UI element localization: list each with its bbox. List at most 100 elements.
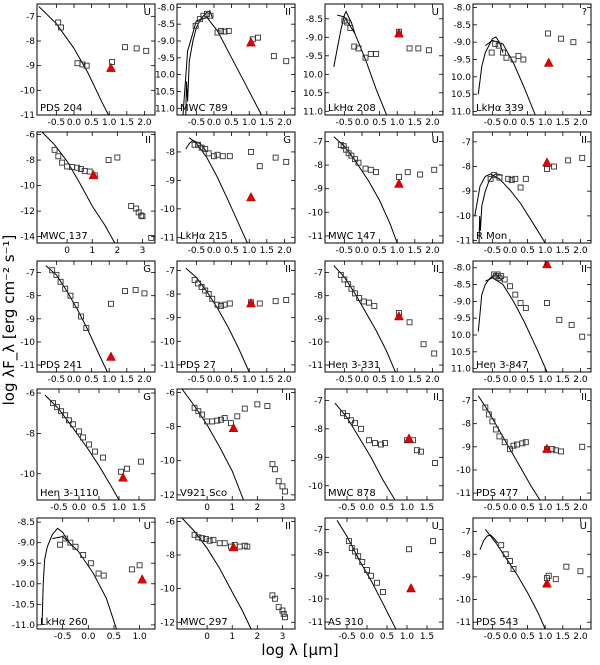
y-tick-label: 11.0 [451, 365, 471, 375]
y-tick-label: -8 [462, 420, 471, 430]
photometry-point [219, 153, 226, 160]
photometry-point [141, 290, 148, 297]
x-tick-label: 1 [229, 503, 235, 513]
class-label: U [432, 521, 439, 532]
sed-panel: -0.5 0.0 0.5 1.0 1.5 2.0 -11 -10 -9 -8 -7 MWC 147 U [308, 131, 444, 256]
star-name-label: PDS 477 [476, 488, 518, 499]
photometry-point [344, 413, 350, 419]
x-tick-label: 0.5 [372, 246, 386, 256]
star-name-label: Hen 3-847 [476, 360, 528, 371]
x-tick-label: 0.0 [360, 632, 375, 642]
photometry-point [54, 404, 60, 411]
photometry-point [272, 298, 279, 305]
x-tick-label: 2.0 [277, 246, 292, 256]
photometry-point [522, 305, 529, 312]
photometry-point [49, 267, 56, 274]
photometry-point [404, 169, 411, 176]
photometry-point [488, 49, 495, 56]
x-tick-label: 1.5 [260, 118, 274, 128]
spectrum-trace [478, 173, 503, 243]
photosphere-model-line [41, 132, 116, 243]
photometry-point [254, 401, 261, 408]
photometry-point [283, 297, 290, 303]
class-label: II [285, 264, 291, 275]
x-tick-label: 1.5 [420, 632, 434, 642]
photometry-point [347, 25, 354, 31]
y-tick-label: -8 [166, 551, 175, 561]
x-tick-label: -0.5 [54, 632, 72, 642]
plot-area [477, 261, 586, 372]
y-tick-label: 10.5 [155, 87, 175, 97]
photometry-point [196, 16, 203, 23]
photometry-point [356, 295, 363, 301]
photometry-point [209, 295, 216, 302]
photometry-point [579, 443, 586, 450]
x-tick-label: 1.5 [408, 118, 422, 128]
y-tick-label: -10 [456, 466, 471, 476]
midir-flux-marker [394, 28, 404, 38]
photometry-point [226, 300, 233, 307]
y-tick-label: -10 [308, 338, 323, 348]
x-tick-label: 1.0 [242, 375, 257, 385]
photosphere-model-line [337, 14, 388, 115]
y-tick-label: -14 [20, 233, 35, 243]
y-tick-label: -8 [314, 161, 323, 171]
photometry-point [275, 604, 282, 611]
x-tick-label: -0.5 [336, 118, 354, 128]
photometry-point [221, 28, 228, 35]
star-name-label: MWC 137 [40, 231, 88, 242]
x-tick-label: -0.5 [338, 632, 356, 642]
photometry-point [282, 488, 288, 495]
x-tick-label: 1.5 [120, 118, 134, 128]
photosphere-model-line [336, 520, 397, 629]
y-tick-label: -9.0 [453, 297, 471, 307]
spectrum-trace [477, 36, 504, 95]
x-tick-label: 1.5 [556, 632, 570, 642]
photometry-point [57, 541, 64, 548]
photometry-point [192, 22, 199, 29]
y-tick-label: 10.5 [303, 89, 323, 99]
photometry-point [507, 283, 513, 290]
y-tick-label: -8.5 [305, 15, 323, 25]
plot-area [474, 154, 586, 243]
class-label: U [144, 521, 151, 532]
x-tick-label: 0.5 [84, 375, 98, 385]
photometry-point [100, 572, 107, 579]
photometry-point [579, 154, 586, 161]
sed-panel: -0.5 0.0 0.5 1.0 1.5 2.0 -11 -10 -9 -8 -7 Hen 3-331… [308, 260, 444, 385]
class-label: II [581, 135, 587, 146]
y-tick-label: -12 [20, 207, 35, 217]
midir-flux-marker [394, 178, 404, 188]
photometry-point [570, 39, 577, 46]
photometry-point [485, 411, 492, 418]
photometry-point [203, 11, 210, 18]
plot-area [185, 137, 290, 243]
sed-panel: -0.5 0.0 0.5 1.0 1.5 -11 -10 -9 -8 -7 AS 310 U [308, 517, 444, 642]
photometry-point [366, 437, 372, 444]
plot-area [182, 9, 290, 115]
plot-area [477, 30, 577, 115]
star-name-label: LkHα 260 [40, 617, 88, 628]
y-tick-label: -9 [314, 185, 323, 195]
photometry-point [502, 551, 509, 558]
y-tick-label: -6 [26, 389, 35, 399]
sed-panel: -0.5 0.0 0.5 1.0 1.5 -10 -8 -6 Hen 3-1110 G [20, 388, 156, 513]
photometry-point [406, 319, 413, 326]
x-tick-label: 1.0 [538, 118, 553, 128]
photometry-point [198, 144, 205, 151]
photometry-point [256, 163, 263, 170]
class-label: II [285, 521, 291, 532]
photometry-point [132, 286, 139, 293]
photometry-point [70, 421, 76, 428]
plot-area [334, 402, 438, 500]
y-tick-label: -7 [314, 269, 323, 279]
photometry-point [248, 148, 254, 155]
class-label: U [432, 7, 439, 18]
sed-panel: -0.5 0.0 0.5 1.0 1.5 2.0 11.0 10.5 10.0 -9.5 -9.0 -… [451, 260, 592, 385]
photometry-point [139, 213, 146, 220]
star-name-label: Hen 3-1110 [40, 488, 99, 499]
photometry-point [105, 157, 112, 164]
photometry-point [67, 539, 74, 546]
photometry-point [202, 536, 209, 542]
midir-flux-marker [246, 191, 256, 202]
